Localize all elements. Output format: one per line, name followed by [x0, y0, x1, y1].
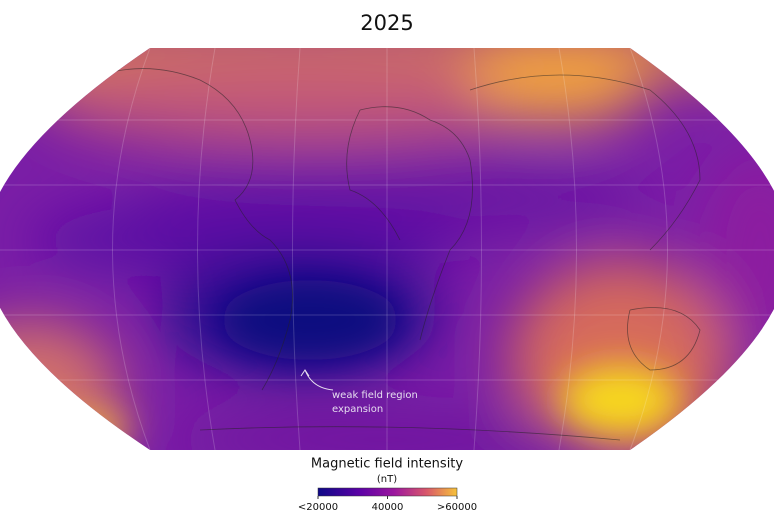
title: 2025	[360, 11, 413, 35]
colorbar-title: Magnetic field intensity	[311, 457, 464, 472]
annotation: expansion	[332, 404, 383, 415]
colorbar-tick-label: <20000	[298, 502, 338, 513]
colorbar	[317, 487, 458, 497]
colorbar-unit: (nT)	[377, 474, 397, 485]
colorbar-tick-label: >60000	[437, 502, 477, 513]
annotation: weak field region	[332, 390, 418, 401]
colorbar-tick-label: 40000	[372, 502, 404, 513]
